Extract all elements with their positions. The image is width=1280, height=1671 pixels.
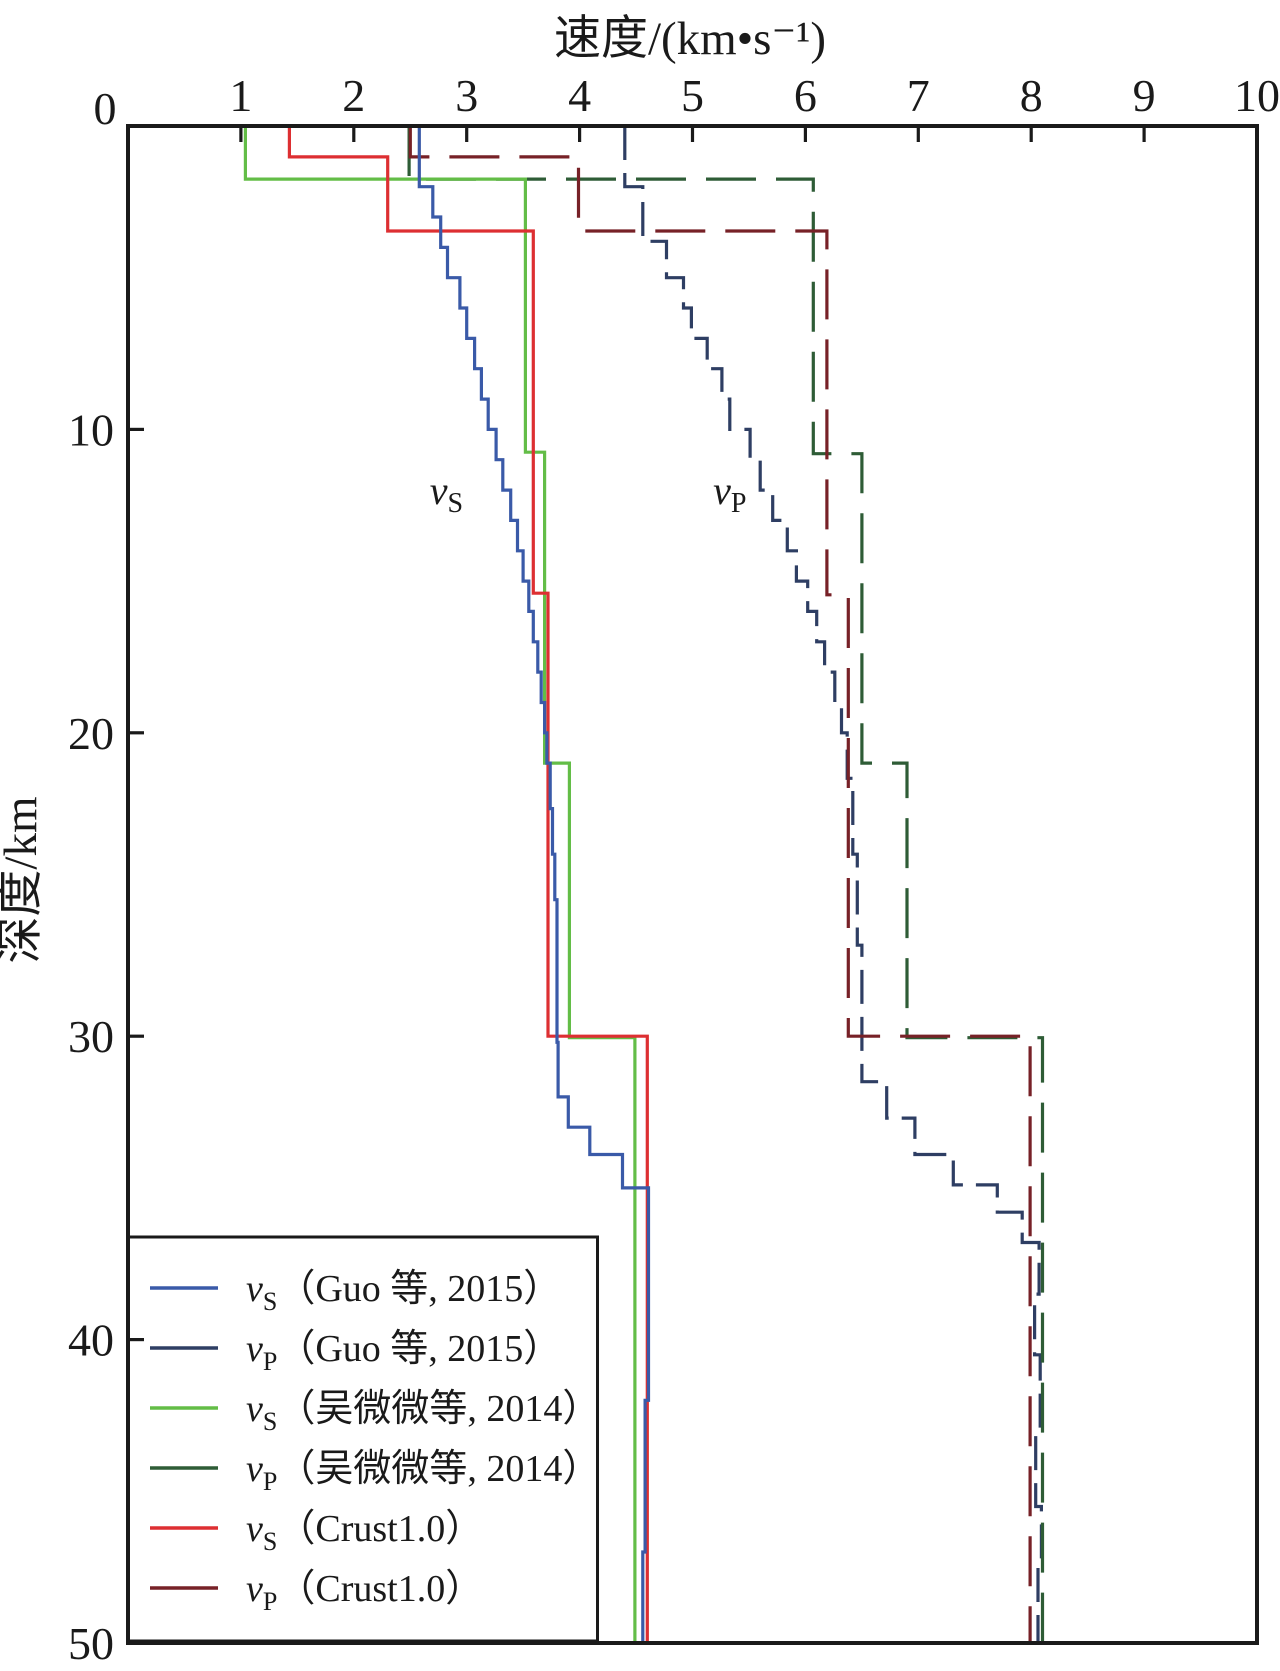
x-tick-label-0: 0 [94, 83, 117, 134]
legend-item-vp-guo-2015: vP（Guo 等, 2015） [150, 1328, 561, 1376]
y-tick-label-50: 50 [68, 1618, 114, 1669]
legend-item-vp-crust1: vP（Crust1.0） [150, 1568, 483, 1616]
legend-label-vp-crust1: vP（Crust1.0） [246, 1568, 483, 1616]
y-tick-label-40: 40 [68, 1315, 114, 1366]
legend-item-vs-wu-2014: vS（吴微微等, 2014） [150, 1388, 600, 1436]
y-axis-title: 深度/km [0, 796, 47, 963]
legend-label-vp-wu-2014: vP（吴微微等, 2014） [246, 1448, 600, 1496]
y-tick-label-30: 30 [68, 1011, 114, 1062]
legend-item-vs-guo-2015: vS（Guo 等, 2015） [150, 1268, 561, 1316]
x-tick-label-9: 9 [1133, 70, 1156, 121]
series-vp-crust1 [408, 126, 1032, 1643]
legend-label-vs-guo-2015: vS（Guo 等, 2015） [246, 1268, 561, 1316]
plot-label-s: vS [430, 468, 463, 519]
series-vs-guo-2015 [417, 126, 651, 1643]
x-tick-label-7: 7 [907, 70, 930, 121]
legend-label-vp-guo-2015: vP（Guo 等, 2015） [246, 1328, 561, 1376]
series-group [243, 126, 1045, 1643]
legend-item-vp-wu-2014: vP（吴微微等, 2014） [150, 1448, 600, 1496]
y-tick-label-10: 10 [68, 404, 114, 455]
legend-label-vs-wu-2014: vS（吴微微等, 2014） [246, 1388, 600, 1436]
x-tick-label-10: 10 [1234, 70, 1280, 121]
x-tick-label-8: 8 [1020, 70, 1043, 121]
x-tick-label-3: 3 [455, 70, 478, 121]
x-tick-label-4: 4 [568, 70, 591, 121]
legend: vS（Guo 等, 2015） vP（Guo 等, 2015） vS（吴微微等, 2… [127, 1235, 600, 1643]
axes: 0 1 2 3 4 5 6 7 8 9 10 10 20 30 40 50 [68, 70, 1280, 1669]
legend-item-vs-crust1: vS（Crust1.0） [150, 1508, 483, 1556]
plot-annotations: vS vP [430, 468, 747, 519]
x-tick-label-6: 6 [794, 70, 817, 121]
y-tick-label-20: 20 [68, 708, 114, 759]
series-vs-crust1 [287, 126, 649, 1643]
series-vp-guo-2015 [623, 126, 1043, 1643]
plot-label-p: vP [713, 468, 746, 519]
legend-box [127, 1235, 599, 1643]
x-tick-label-1: 1 [229, 70, 252, 121]
x-tick-label-2: 2 [342, 70, 365, 121]
legend-label-vs-crust1: vS（Crust1.0） [246, 1508, 483, 1556]
x-axis-title: 速度/(km•s⁻¹) [554, 13, 826, 65]
x-tick-label-5: 5 [681, 70, 704, 121]
